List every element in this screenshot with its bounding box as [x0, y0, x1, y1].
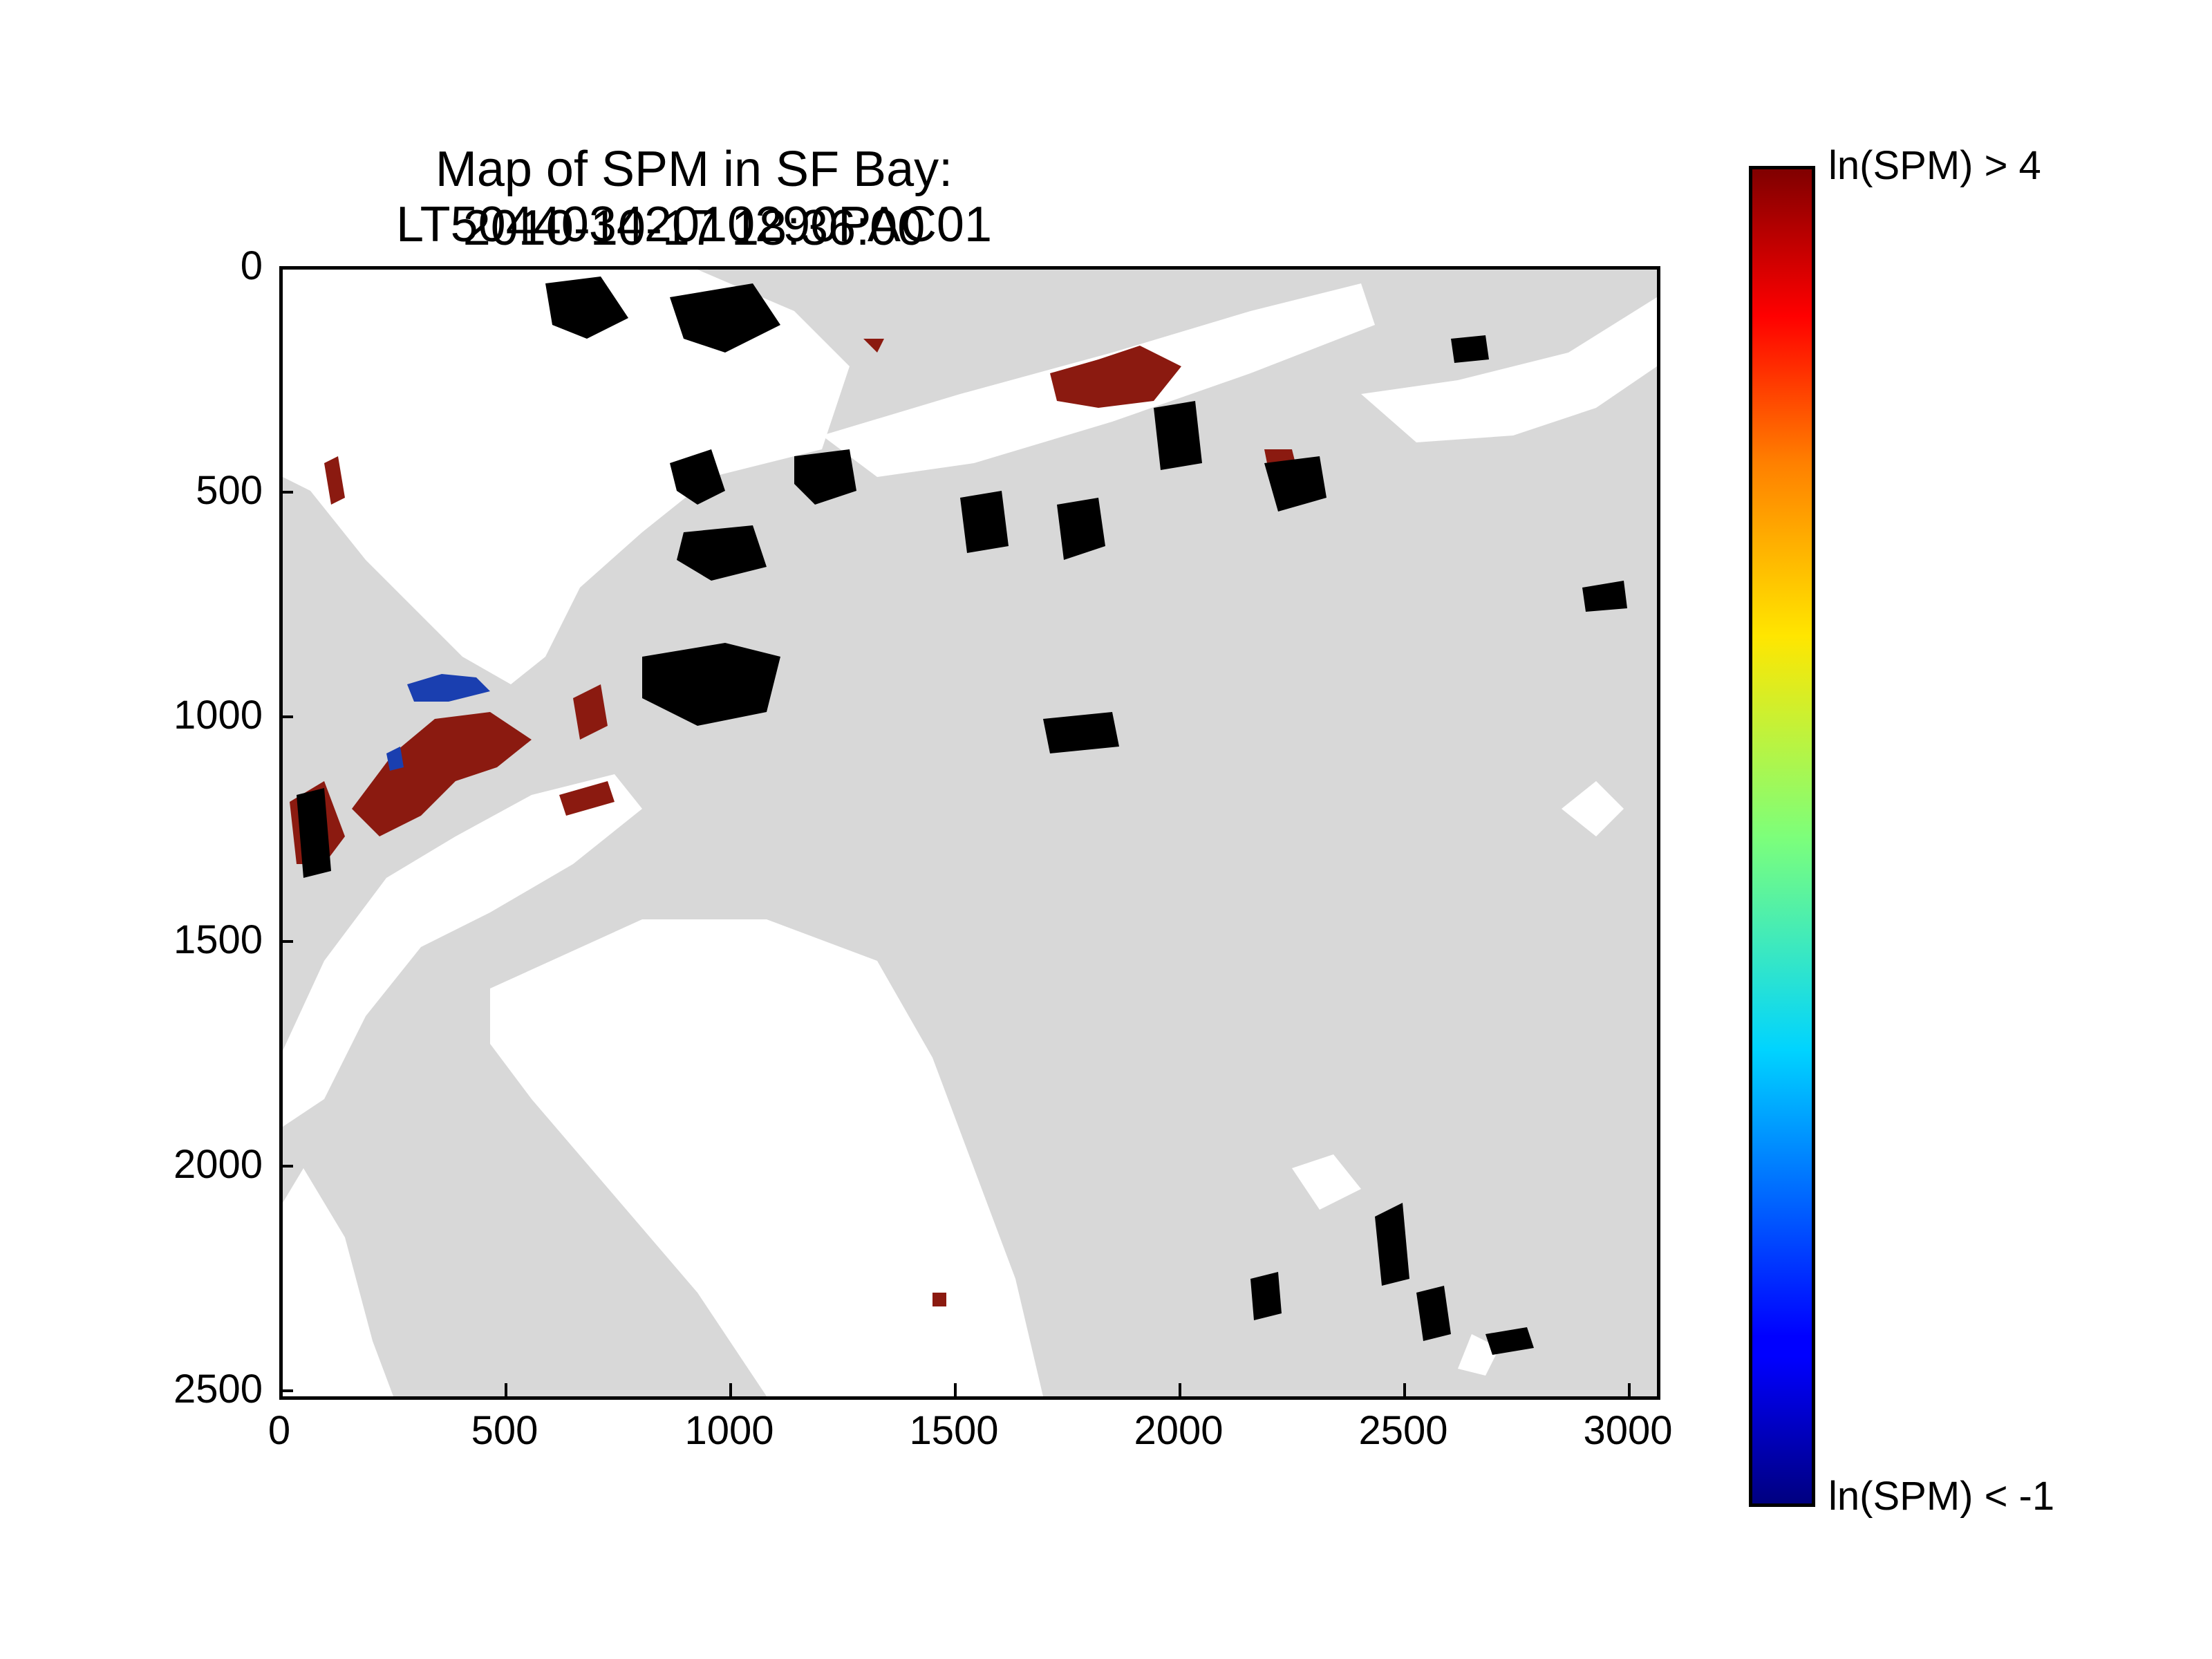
x-tick-mark	[1628, 1383, 1631, 1397]
y-tick-mark	[279, 491, 293, 494]
map-subtitle: 2010-10-17 18:36:00	[462, 200, 926, 256]
x-tick-mark	[505, 1383, 507, 1397]
y-tick-label: 2500	[173, 1367, 263, 1412]
x-tick-mark	[279, 1383, 282, 1397]
x-tick-label: 1500	[909, 1408, 999, 1453]
x-tick-label: 2000	[1134, 1408, 1224, 1453]
x-tick-label: 1000	[684, 1408, 774, 1453]
y-tick-label: 0	[240, 243, 263, 288]
spm-map-plot	[279, 266, 1660, 1400]
x-tick-mark	[729, 1383, 732, 1397]
x-tick-mark	[1179, 1383, 1181, 1397]
x-tick-mark	[1403, 1383, 1406, 1397]
spm-map-image	[283, 270, 1657, 1396]
nodata-patches	[297, 276, 1627, 1355]
colorbar-min-label: ln(SPM) < -1	[1828, 1474, 2055, 1519]
y-tick-mark	[279, 1389, 293, 1392]
y-tick-mark	[279, 266, 293, 269]
x-tick-label: 500	[471, 1408, 538, 1453]
y-tick-label: 2000	[173, 1142, 263, 1187]
colorbar-max-label: ln(SPM) > 4	[1828, 143, 2041, 188]
x-tick-mark	[954, 1383, 957, 1397]
y-tick-label: 1000	[173, 693, 263, 738]
map-title: Map of SPM in SF Bay: LT50440342010290PA…	[395, 142, 993, 252]
x-tick-label: 0	[268, 1408, 291, 1453]
y-tick-mark	[279, 1165, 293, 1168]
low-spm-patches	[386, 674, 490, 771]
y-tick-mark	[279, 715, 293, 718]
y-tick-mark	[279, 940, 293, 943]
water-areas	[283, 270, 1657, 1396]
colorbar	[1749, 166, 1815, 1507]
colorbar-gradient	[1752, 169, 1812, 1503]
y-tick-label: 1500	[173, 917, 263, 962]
x-tick-label: 3000	[1583, 1408, 1673, 1453]
y-tick-label: 500	[196, 468, 263, 513]
x-tick-label: 2500	[1358, 1408, 1448, 1453]
